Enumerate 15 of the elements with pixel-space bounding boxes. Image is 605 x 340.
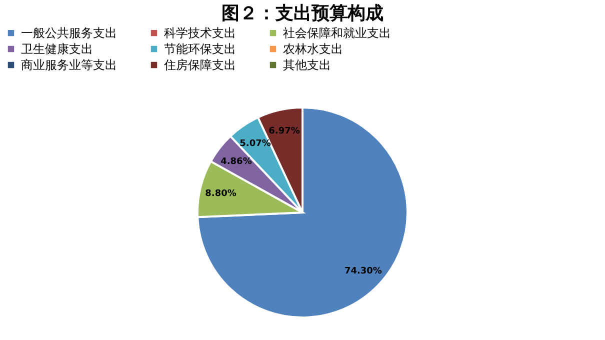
legend-label: 科学技术支出 [164,26,236,40]
data-label: 74.30% [344,266,382,277]
data-label: 8.80% [205,189,236,200]
pie-slice [196,106,408,318]
legend-label: 住房保障支出 [163,58,236,72]
legend-label: 节能环保支出 [164,42,236,56]
chart-title: 图２：支出预算构成 [222,3,384,24]
legend-label: 农林水支出 [283,42,343,56]
data-label: 6.97% [268,126,300,137]
legend-label: 卫生健康支出 [21,42,93,56]
legend-label: 其他支出 [283,58,331,72]
legend-label: 社会保障和就业支出 [283,26,391,40]
legend-label: 商业服务业等支出 [21,58,117,72]
legend-label: 一般公共服务支出 [21,26,117,40]
data-label: 4.86% [220,156,252,167]
